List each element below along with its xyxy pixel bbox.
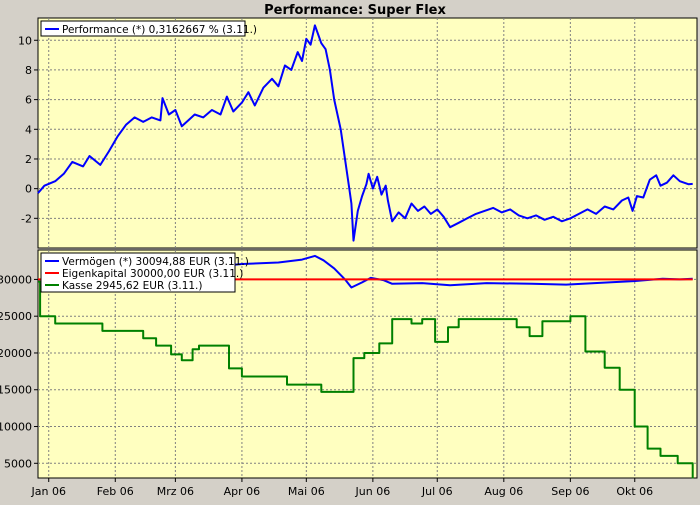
x-tick-label: Sep 06: [551, 485, 589, 498]
legend-label: Vermögen (*) 30094,88 EUR (3.11.): [62, 256, 249, 268]
x-tick-label: Okt 06: [616, 485, 653, 498]
legend: Performance (*) 0,3162667 % (3.11.): [40, 20, 257, 37]
series-line-1: [37, 24, 693, 242]
legend-box: [40, 252, 236, 293]
x-tick-label: Aug 06: [484, 485, 523, 498]
y-tick-label: 5000: [4, 457, 32, 470]
x-tick-label: Jan 06: [31, 485, 66, 498]
y-tick-label: 2: [25, 153, 32, 166]
y-tick-label: 10: [18, 34, 32, 47]
y-tick-label: 0: [25, 183, 32, 196]
legend-label: Kasse 2945,62 EUR (3.11.): [62, 280, 203, 292]
legend-box: [40, 20, 246, 37]
x-tick-label: Feb 06: [97, 485, 134, 498]
x-tick-label: Mrz 06: [157, 485, 194, 498]
panel-assets: 5000 10000 15000 20000 25000 30000 Vermögen (*…: [0, 249, 698, 498]
y-tick-label: 15000: [0, 384, 32, 397]
y-tick-label: 6: [25, 94, 32, 107]
y-tick-label: 8: [25, 64, 32, 77]
x-tick-label: Mai 06: [288, 485, 325, 498]
x-tick-label: Apr 06: [224, 485, 261, 498]
y-tick-label: 25000: [0, 310, 32, 323]
y-tick-label: -2: [21, 212, 32, 225]
legend-label: Eigenkapital 30000,00 EUR (3.11.): [62, 268, 243, 280]
x-tick-label: Jun 06: [355, 485, 391, 498]
y-tick-label: 20000: [0, 347, 32, 360]
series-line-3: [38, 280, 694, 479]
plot-area: [37, 17, 698, 249]
legend-label: Performance (*) 0,3162667 % (3.11.): [62, 24, 257, 36]
plot-area: [37, 249, 698, 479]
panel-performance: -2 0 2 4 6 8 10 Performance (*) 0,3162667 % (3.…: [18, 17, 698, 249]
y-tick-label: 4: [25, 123, 32, 136]
y-tick-label: 30000: [0, 273, 32, 286]
x-tick-label: Jul 06: [421, 485, 453, 498]
legend: Vermögen (*) 30094,88 EUR (3.11.)Eigenka…: [40, 252, 249, 293]
chart-title: Performance: Super Flex: [264, 3, 446, 18]
y-tick-label: 10000: [0, 421, 32, 434]
